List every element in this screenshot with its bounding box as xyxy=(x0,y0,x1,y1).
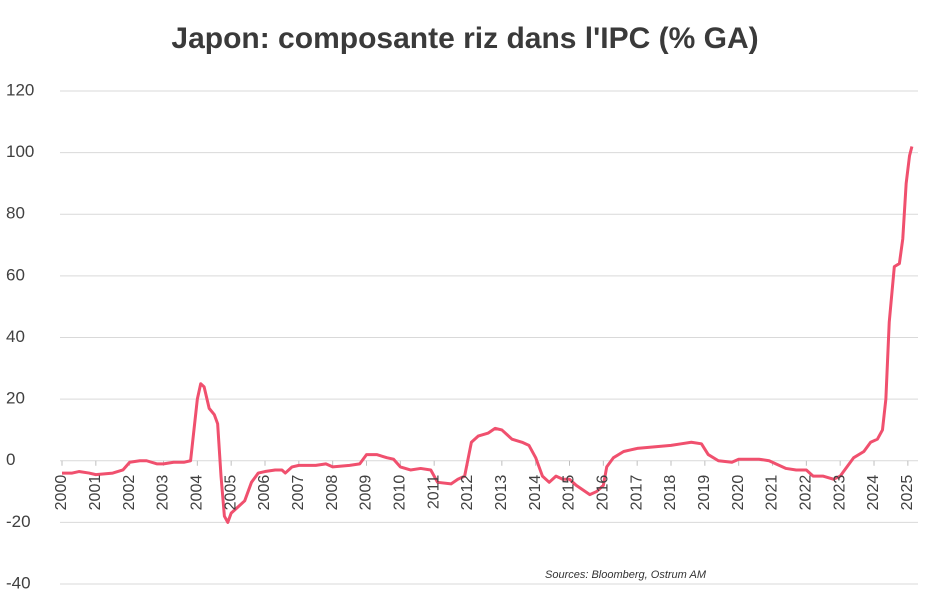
x-tick-label: 2007 xyxy=(290,475,307,511)
x-tick-label: 2016 xyxy=(595,475,612,511)
source-note: Sources: Bloomberg, Ostrum AM xyxy=(545,569,707,581)
y-tick-label: 120 xyxy=(6,80,34,99)
x-tick-label: 2006 xyxy=(256,475,273,511)
x-tick-label: 2015 xyxy=(561,475,578,511)
y-tick-label: -20 xyxy=(6,512,31,531)
x-tick-label: 2017 xyxy=(628,475,645,511)
x-tick-label: 2025 xyxy=(899,475,916,511)
x-tick-label: 2021 xyxy=(764,475,781,511)
chart-title: Japon: composante riz dans l'IPC (% GA) xyxy=(171,22,758,55)
y-tick-label: 40 xyxy=(6,327,25,346)
x-tick-label: 2023 xyxy=(831,475,848,511)
x-tick-label: 2020 xyxy=(730,475,747,511)
x-tick-label: 2022 xyxy=(798,475,815,511)
x-tick-label: 2009 xyxy=(358,475,375,511)
x-tick-label: 2001 xyxy=(87,475,104,511)
x-tick-label: 2004 xyxy=(189,475,206,511)
x-tick-label: 2024 xyxy=(865,475,882,511)
x-tick-label: 2011 xyxy=(425,475,442,510)
x-tick-label: 2008 xyxy=(324,475,341,511)
y-tick-label: 100 xyxy=(6,142,34,161)
y-tick-label: 20 xyxy=(6,389,25,408)
y-tick-label: 60 xyxy=(6,265,25,284)
y-tick-label: 80 xyxy=(6,204,25,223)
x-tick-label: 2005 xyxy=(222,475,239,511)
x-tick-label: 2014 xyxy=(527,475,544,511)
x-tick-label: 2018 xyxy=(662,475,679,511)
x-tick-label: 2013 xyxy=(493,475,510,511)
x-tick-label: 2012 xyxy=(459,475,476,511)
data-line xyxy=(62,146,914,524)
y-tick-label: -40 xyxy=(6,573,31,592)
x-tick-label: 2019 xyxy=(696,475,713,511)
x-tick-label: 2002 xyxy=(121,475,138,511)
y-tick-label: 0 xyxy=(6,450,15,469)
x-tick-label: 2000 xyxy=(53,475,70,511)
x-tick-label: 2010 xyxy=(392,475,409,511)
x-tick-label: 2003 xyxy=(155,475,172,511)
